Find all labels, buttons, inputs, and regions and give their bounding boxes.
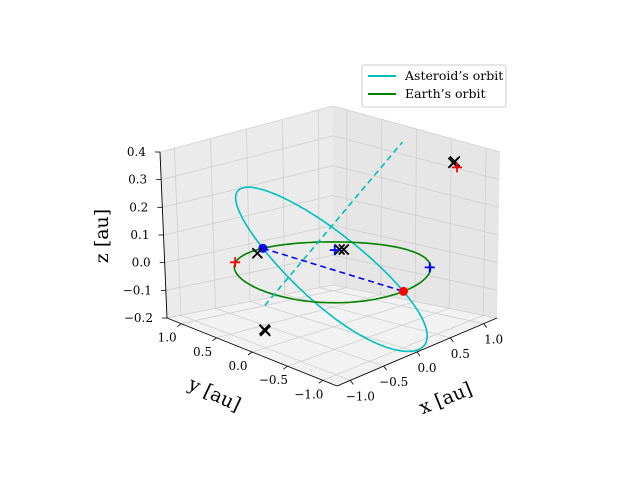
z-tick-label: 0.2 (129, 200, 148, 214)
plus-marker (452, 162, 463, 173)
y-tick-mark (283, 365, 288, 370)
grid-line-z (166, 284, 498, 319)
y-axis-label: y [au] (184, 373, 244, 417)
x-tick-mark (450, 337, 454, 343)
y-tick-mark (247, 351, 253, 356)
back-left-pane (160, 106, 333, 318)
legend-label-asteroid: Asteroid’s orbit (404, 68, 503, 83)
z-tick-label: 0.3 (128, 173, 147, 187)
x-marker (338, 243, 350, 256)
plus-marker (329, 245, 340, 256)
x-marker (251, 247, 264, 259)
plus-marker (230, 257, 241, 268)
x-marker (449, 155, 461, 168)
z-tick-label: 0.1 (130, 228, 149, 242)
x-tick-mark (383, 365, 387, 371)
plot-markers (230, 155, 463, 337)
line-of-nodes (262, 247, 404, 293)
grid-lines (159, 105, 501, 381)
x-tick-label: 0.5 (451, 347, 470, 361)
z-tick-label: 0.0 (132, 256, 151, 270)
earth-orbit-line (233, 241, 432, 304)
grid-line-z (161, 135, 500, 181)
node-marker-red (398, 286, 408, 296)
x-tick-label: −0.5 (379, 375, 408, 389)
y-tick-mark (176, 323, 182, 327)
x-tick-mark (416, 351, 421, 357)
x-axis-label: x [au] (416, 378, 475, 419)
legend-label-earth: Earth’s orbit (405, 86, 486, 101)
x-tick-mark (483, 323, 487, 328)
y-tick-label: 0.5 (193, 345, 212, 359)
axis-lines (155, 151, 498, 387)
y-tick-label: 1.0 (158, 331, 177, 345)
axis-panes (160, 106, 500, 386)
grid-line-z (163, 195, 499, 236)
grid-line-z (159, 105, 501, 153)
y-tick-label: 0.0 (228, 359, 247, 373)
x-tick-mark (350, 380, 354, 385)
apsis-line (264, 141, 404, 306)
z-tick-label: 0.4 (127, 145, 146, 159)
x-tick-label: −1.0 (346, 389, 375, 403)
z-axis-label: z [au] (91, 209, 113, 263)
x-tick-label: 0.0 (417, 361, 436, 375)
legend-frame (361, 64, 507, 108)
floor-pane (167, 285, 497, 386)
plus-marker (424, 262, 435, 273)
y-tick-label: −1.0 (294, 387, 323, 401)
y-tick-mark (318, 380, 324, 384)
x-marker (259, 325, 271, 337)
y-tick-label: −0.5 (259, 373, 288, 387)
legend: Asteroid’s orbit Earth’s orbit (361, 64, 507, 108)
tick-labels: −1.0 −0.5 0.0 0.5 1.0 −1.0 −0.5 0.0 0.5 1.0 −0.2 −0… (123, 145, 504, 403)
grid-line-z (165, 254, 498, 291)
y-tick-mark (212, 337, 217, 342)
z-tick-label: −0.1 (123, 283, 152, 297)
z-tick-label: −0.2 (124, 311, 153, 325)
grid-line-z (162, 165, 500, 208)
x-tick-label: 1.0 (484, 333, 503, 347)
